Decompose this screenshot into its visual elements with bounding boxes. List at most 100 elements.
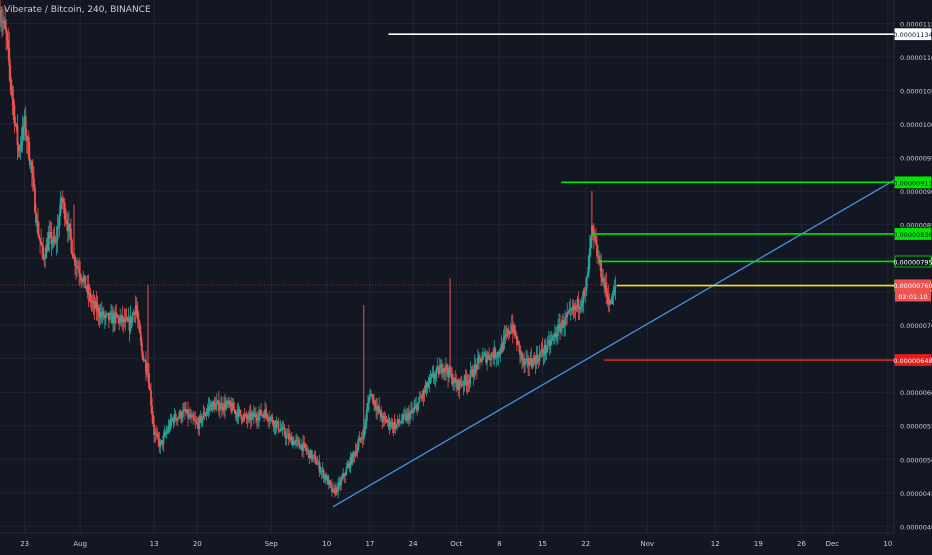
candle-body [145,360,147,372]
candle-body [327,480,330,485]
candle-body [115,312,118,315]
x-tick-label: Aug [73,540,87,548]
candle-body [494,348,497,358]
candle-body [585,276,588,289]
x-tick-label: 23 [20,540,29,548]
candle-body [602,278,605,282]
candle-body [336,487,338,492]
candle-body [447,371,449,378]
candle-body [425,382,428,389]
candle-body [363,425,366,430]
candle-body [572,306,575,311]
candle-body [555,333,557,338]
candle-body [315,463,318,465]
candle-body [172,418,175,423]
candle-body [63,202,66,219]
candle-body [80,276,83,280]
candle-body [45,244,48,259]
candle-body [288,436,291,440]
level-label: 0.00001134 [893,31,932,39]
candle-body [199,416,202,418]
candle-body [84,275,87,289]
candle-body [558,323,560,325]
candle-body [195,421,198,423]
candle-body [40,241,43,245]
candle-body [100,312,103,316]
candle-body [534,359,537,365]
candle-body [53,236,56,242]
level-label: 0.00000836 [893,231,932,239]
candle-body [292,440,295,445]
candle-body [13,105,16,124]
candle-body [2,22,4,24]
candle-body [162,436,165,445]
candle-body [355,451,358,453]
candle-body [128,318,131,331]
candle-body [255,417,258,421]
candle-body [309,450,312,459]
x-tick-label: 19 [754,540,763,548]
candle-body [184,408,186,411]
candle-body [579,306,582,308]
candle-body [93,300,96,309]
candle-body [461,383,464,386]
candle-body [431,373,434,375]
candle-body [542,353,545,355]
candle-body [445,365,447,371]
candle-body [131,314,134,323]
candle-body [338,482,341,484]
candle-body [462,383,465,386]
candle-body [302,442,305,451]
candle-body [607,296,610,304]
candle-body [157,434,160,440]
candle-body [481,359,483,363]
candle-body [337,483,339,492]
x-tick-label: 8 [497,540,501,548]
candle-body [1,20,3,23]
candle-body [565,316,568,318]
candle-body [390,422,393,426]
candle-body [408,412,410,420]
candle-body [125,318,128,319]
candle-body [14,123,17,125]
candle-body [104,314,107,318]
candle-body [410,410,412,414]
candle-body [399,422,402,424]
candle-body [240,414,243,420]
candle-body [477,356,480,358]
candle-body [305,448,308,451]
candle-body [523,358,525,366]
candle-body [378,406,381,413]
candle-body [290,437,293,446]
candle-body [354,451,357,456]
candle-body [222,409,224,411]
candle-body [385,418,388,423]
candle-body [566,313,569,318]
candle-body [482,355,484,360]
candle-body [317,462,320,464]
candle-body [21,126,24,143]
candle-body [245,414,248,419]
candle-body [263,414,265,418]
candle-body [96,307,99,312]
candle-body [77,265,79,269]
candle-body [4,21,7,28]
candle-body [276,421,279,423]
candle-body [297,439,299,441]
candle-body [464,375,467,380]
candle-body [207,405,210,409]
candle-body [490,353,493,361]
candle-body [211,401,214,411]
x-tick-label: 13 [150,540,159,548]
candle-body [192,415,195,419]
level-label-bg [894,354,932,366]
candle-body [593,229,595,237]
candle-body [364,420,367,426]
candle-body [29,161,32,166]
candle-body [189,414,192,418]
candle-body [460,383,463,386]
candle-body [217,400,220,411]
candle-body [388,419,391,427]
